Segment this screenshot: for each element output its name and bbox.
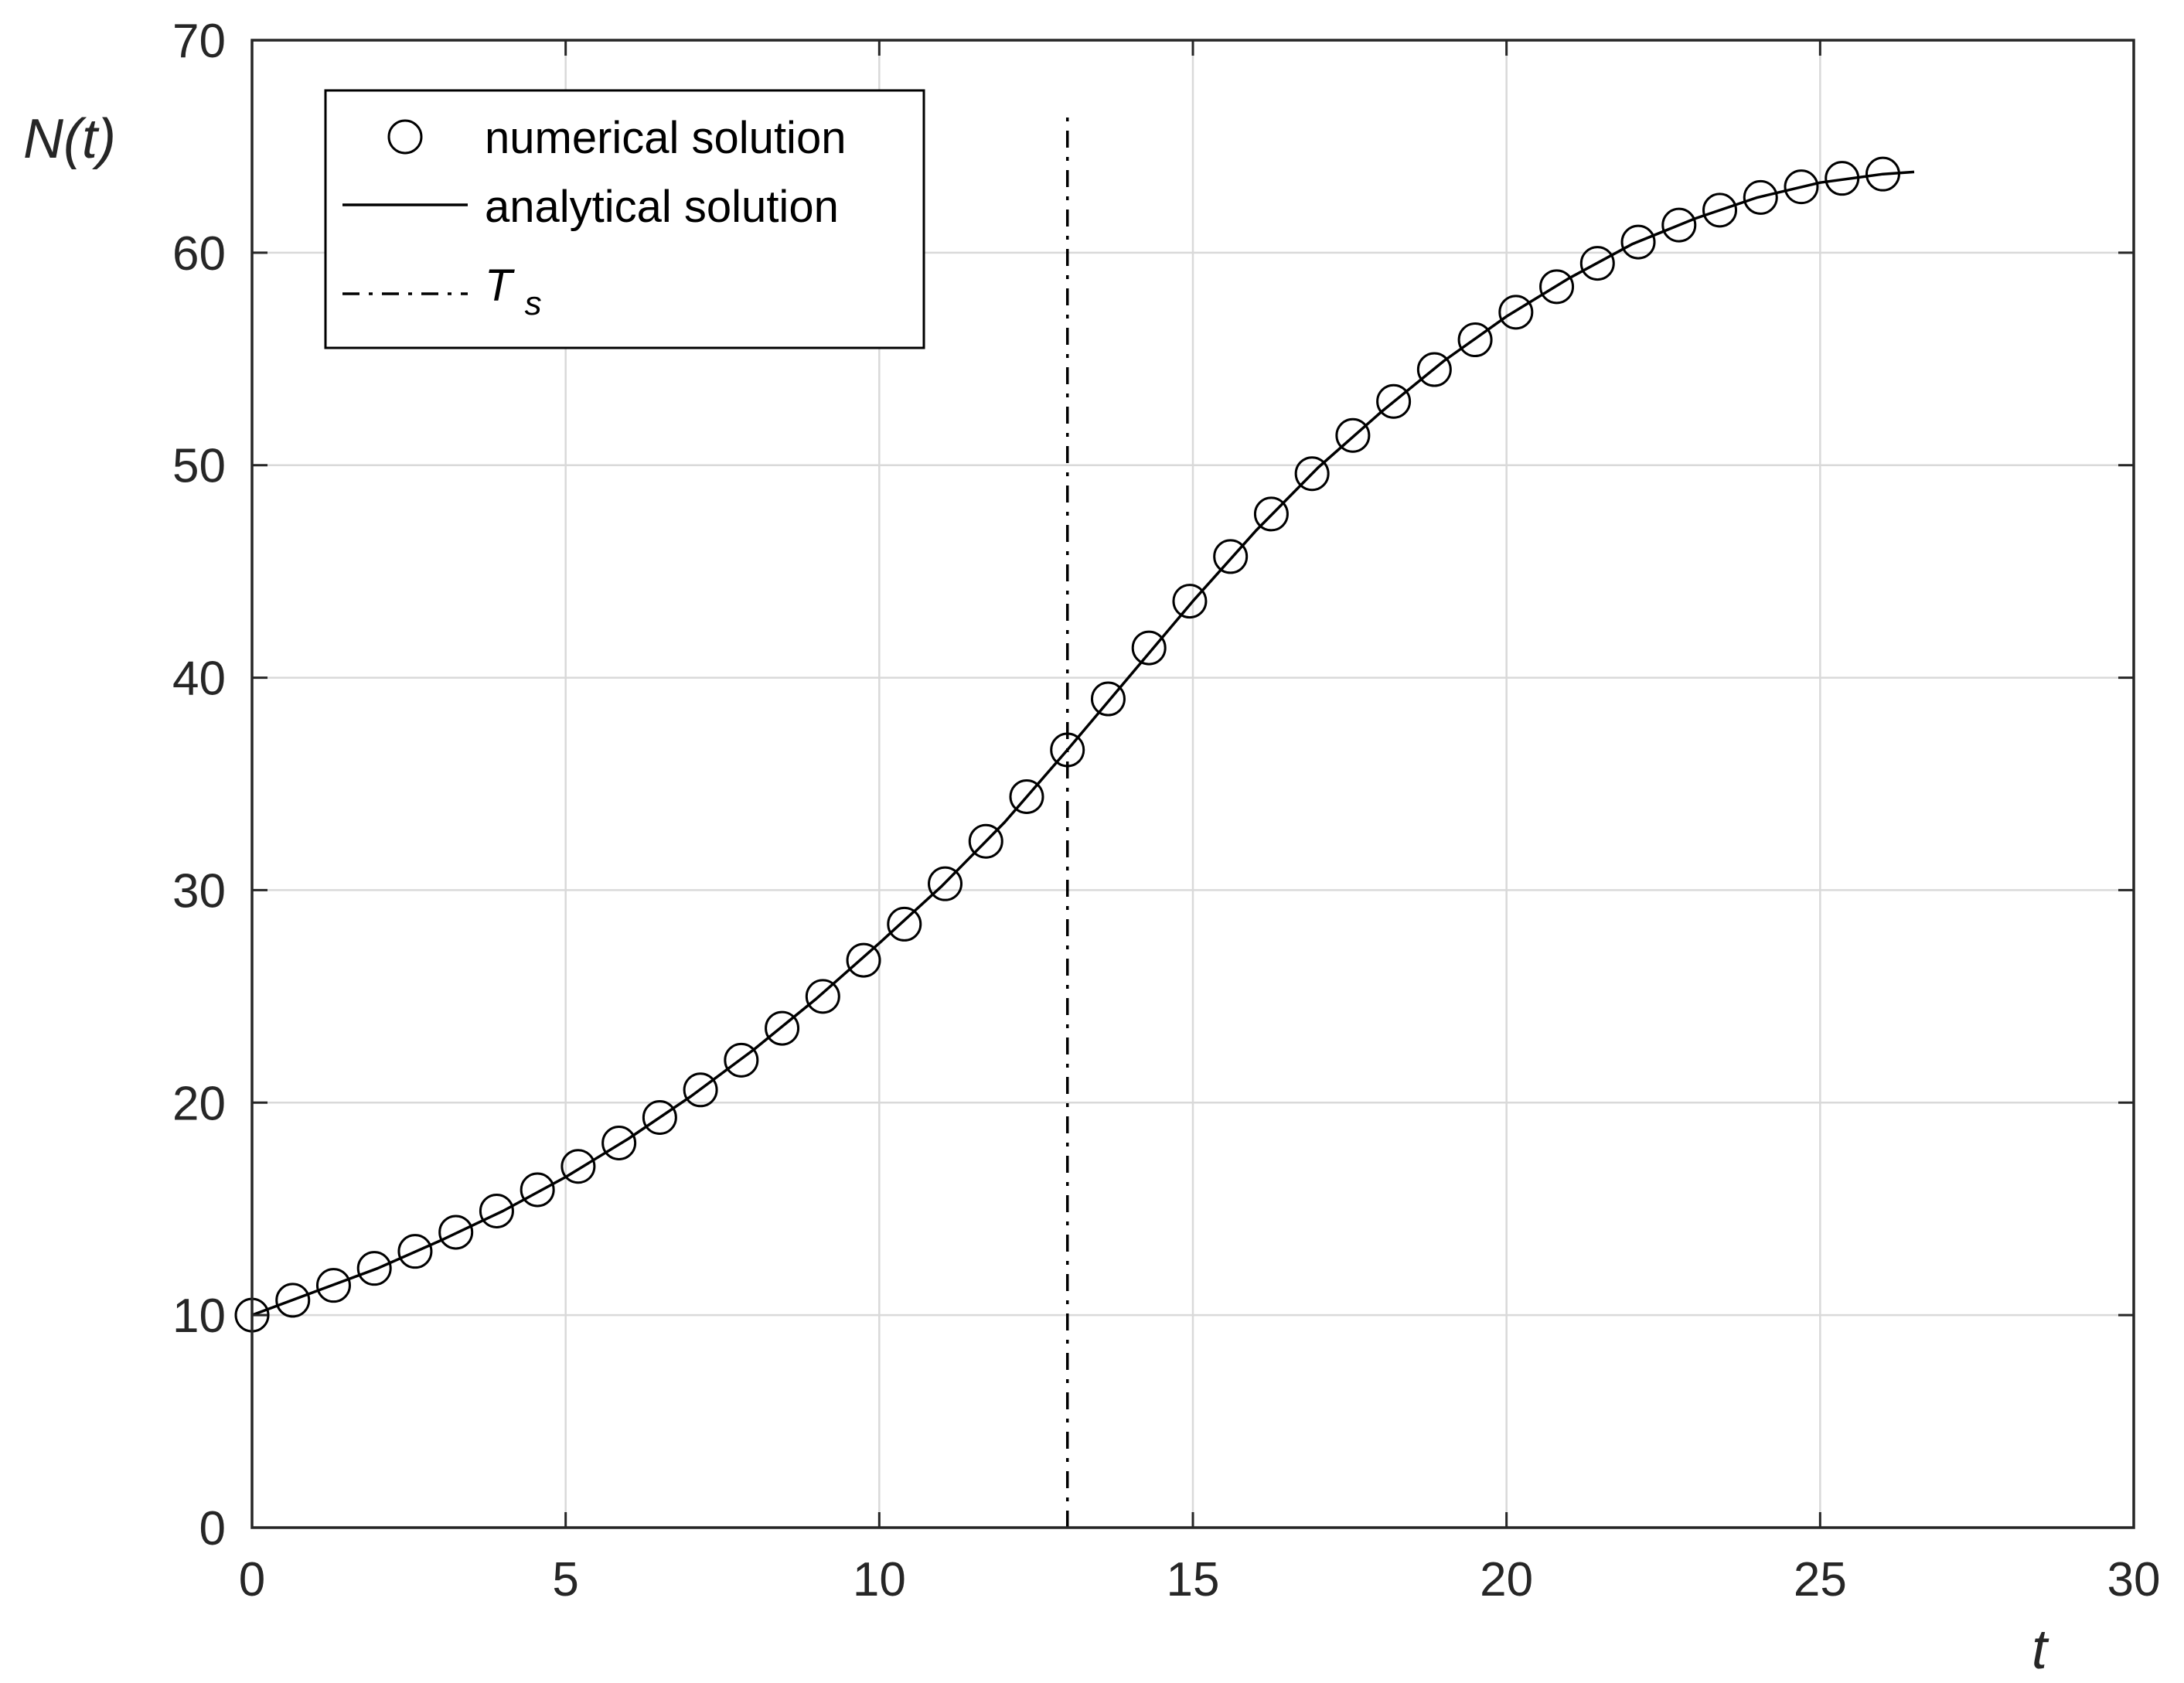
numerical-point [479,1193,514,1228]
x-tick-label: 10 [853,1553,906,1606]
y-tick-label: 40 [172,652,226,706]
numerical-point [1865,156,1900,192]
numerical-point [1090,681,1126,717]
numerical-point [1213,539,1249,574]
numerical-point [1457,322,1493,358]
numerical-point [1661,207,1697,243]
numerical-point [887,906,922,942]
numerical-point [724,1042,759,1078]
numerical-point [765,1010,800,1046]
numerical-point [1294,456,1330,492]
y-tick-label: 50 [172,440,226,493]
y-tick-label: 30 [172,864,226,918]
x-tick-label: 25 [1794,1553,1847,1606]
numerical-point [1335,417,1371,453]
numerical-point [601,1126,637,1161]
numerical-point [1009,778,1044,814]
axes: 0 5 10 15 20 25 30 0 10 20 30 40 50 60 70 [172,15,2160,1606]
numerical-point [438,1215,474,1250]
numerical-point [397,1234,433,1269]
plot-area [234,114,1915,1528]
numerical-point [846,942,881,978]
numerical-point [1416,352,1452,387]
y-tick-label: 70 [172,15,226,68]
numerical-point [315,1268,351,1303]
numerical-point [560,1149,596,1184]
x-tick-label: 0 [239,1553,265,1606]
legend-label-ts-main: T [485,261,515,311]
numerical-point [275,1283,311,1318]
y-tick-label: 20 [172,1077,226,1130]
x-tick-label: 30 [2107,1553,2161,1606]
y-tick-label: 0 [199,1502,226,1555]
numerical-point [1050,732,1085,768]
grid [252,40,2134,1528]
y-tick-label: 60 [172,227,226,281]
x-tick-label: 20 [1480,1553,1533,1606]
numerical-point [805,979,840,1014]
y-tick-label: 10 [172,1290,226,1343]
numerical-point [928,866,963,901]
numerical-point [1784,169,1819,205]
numerical-point [1702,192,1738,228]
numerical-point [1743,179,1778,215]
numerical-point [1131,630,1167,666]
numerical-point [1539,269,1575,305]
numerical-point [683,1072,718,1108]
legend-box [324,89,925,349]
legend-circle-marker-icon [387,119,423,155]
x-tick-label: 15 [1167,1553,1220,1606]
numerical-point [1620,224,1656,260]
numerical-point [968,823,1003,859]
numerical-point [1376,383,1412,419]
numerical-point [1172,584,1208,619]
numerical-point [1498,295,1534,330]
numerical-point [1825,161,1860,196]
legend-label-analytical: analytical solution [485,182,839,232]
y-axis-label: N(t) [23,108,116,170]
numerical-point [520,1172,555,1208]
legend: numerical solution analytical solution T… [324,89,925,349]
numerical-point [642,1100,677,1136]
numerical-point [356,1251,392,1286]
x-tick-label: 5 [552,1553,578,1606]
numerical-point [1253,496,1289,532]
legend-label-numerical: numerical solution [485,113,846,163]
numerical-point [1579,246,1615,281]
legend-label-ts: T s [485,261,542,322]
legend-label-ts-subscript: s [525,284,542,322]
x-axis-label: t [2032,1619,2049,1681]
